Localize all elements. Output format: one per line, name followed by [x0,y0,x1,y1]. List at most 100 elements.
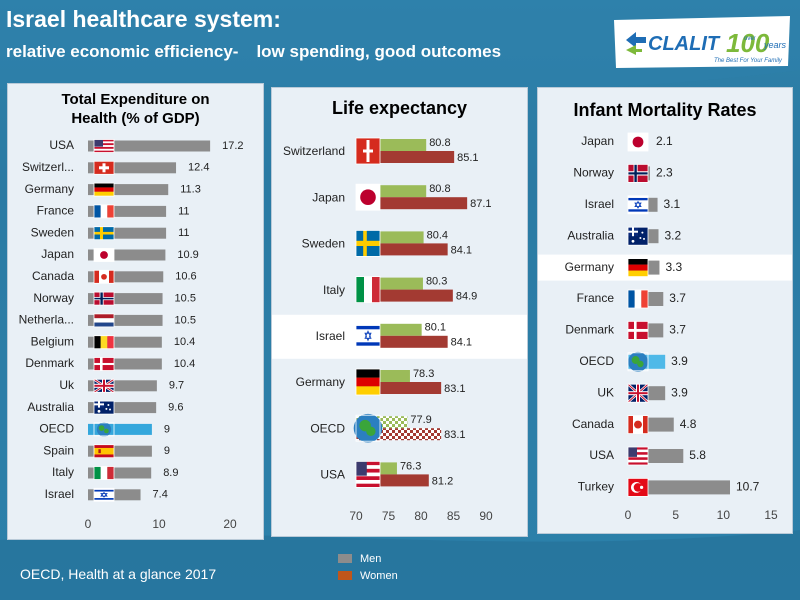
flag-part [364,330,372,339]
flag-part [94,498,114,500]
value-label-men-3: 80.3 [426,276,447,288]
flag-part [631,239,635,243]
flag-part [643,237,645,240]
bar-3 [88,205,167,217]
flag-part [628,415,633,434]
flag-part [100,491,108,497]
flag-part [628,209,648,212]
flag-part [628,447,648,450]
flag-border [93,357,115,371]
bar-women-1 [356,197,468,210]
value-label-8: 3.9 [671,385,688,399]
flag-part [107,466,114,480]
flag-part [628,264,648,271]
value-label-10: 10.4 [174,358,195,370]
category-label-4: Sweden [31,225,74,239]
flag-part [100,335,108,349]
bar-3-flag-icon [627,226,649,246]
flag-part [634,420,642,429]
value-label-13: 9 [164,423,170,435]
value-label-4: 3.3 [665,260,682,274]
flag-part [628,258,648,265]
category-label-0: USA [49,138,74,152]
row-6-flag-icon [353,413,383,443]
flag-part [628,172,648,175]
flag-border [627,415,649,435]
category-label-1: Norway [573,166,614,180]
logo-years: years [763,40,787,50]
x-tick-2: 80 [414,509,428,523]
x-tick-3: 15 [764,508,778,522]
category-label-8: UK [597,385,614,399]
flag-part [94,322,114,327]
flag-part [100,466,108,480]
x-tick-4: 90 [479,509,493,523]
flag-part [356,325,380,330]
flag-border [627,132,649,152]
flag-border [627,320,649,340]
flag-part [628,230,638,233]
flag-border [355,322,381,350]
x-tick-2: 20 [223,517,237,531]
value-label-5: 3.7 [669,291,686,305]
flag-border [93,378,115,393]
flag-part [94,384,114,387]
flag-border [355,276,381,304]
bar-11 [628,480,731,495]
flag-border [93,335,115,350]
category-label-8: Netherla... [19,313,74,327]
category-label-10: USA [589,448,614,462]
category-label-4: Israel [316,329,345,343]
flag-border [93,444,115,459]
expenditure-title: Total Expenditure on Health (% of GDP) [8,90,263,128]
flag-border [355,368,381,396]
value-label-men-5: 78.3 [413,368,434,380]
bar-15 [88,467,152,479]
flag-border [627,195,649,215]
flag-border [93,487,115,502]
value-label-2: 11.3 [180,184,201,196]
x-tick-1: 5 [672,508,679,522]
flag-part [637,360,644,368]
logo-100: 100 [726,28,770,58]
x-tick-0: 0 [85,517,92,531]
flag-border [93,160,115,175]
flag-part [634,202,642,209]
infant-mortality-panel: Infant Mortality Rates Japan 2.1 Norway 2.3… [537,87,793,534]
logo-over: over [744,36,756,42]
bar-1 [88,162,177,174]
infant-mortality-chart: Japan 2.1 Norway 2.3 Israel 3.1 Australia 3.2 Ge… [538,132,792,522]
value-label-7: 3.9 [671,354,688,368]
flag-part [363,149,373,153]
x-tick-1: 75 [382,509,396,523]
value-label-9: 4.8 [680,417,697,431]
legend-label-men: Men [360,552,382,565]
value-label-men-4: 80.1 [425,322,446,334]
flag-part [94,143,114,146]
flag-border [93,269,115,284]
flag-part [628,290,635,308]
row-1-flag-icon [355,183,381,211]
category-label-1: Switzerl... [22,160,74,174]
legend-swatch-women [338,571,352,580]
value-label-women-1: 87.1 [470,198,491,210]
flag-part [633,483,643,492]
flag-border [93,204,115,219]
highlight-row [538,254,792,281]
bar-4-flag-icon [627,258,649,278]
bar-7-flag-icon [627,351,649,372]
value-label-11: 10.7 [736,480,760,494]
bar-12 [88,402,157,414]
bar-7 [88,293,163,305]
bar-9-flag-icon [93,335,115,350]
flag-part [94,318,114,323]
bar-8-flag-icon [93,313,115,328]
flag-part [356,369,380,378]
category-label-7: OECD [579,354,614,368]
bar-8 [88,314,163,326]
category-label-10: Denmark [25,356,75,370]
bar-0-flag-icon [627,132,649,152]
category-label-2: Germany [25,182,74,196]
flag-part [94,270,99,284]
flag-part [97,409,101,413]
